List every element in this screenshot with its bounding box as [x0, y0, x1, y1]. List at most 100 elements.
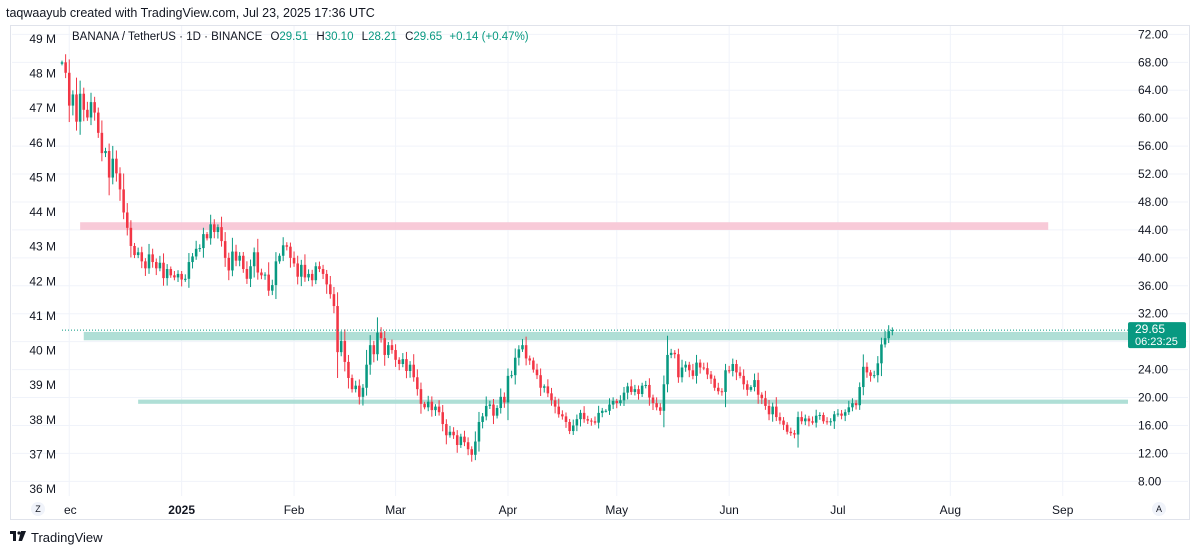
chart-frame	[10, 25, 1190, 520]
candle-body	[662, 384, 666, 411]
candle-body	[789, 431, 793, 434]
price-tag-value: 29.65	[1135, 322, 1165, 336]
candle-body	[775, 406, 778, 418]
candle-body	[640, 385, 644, 395]
time-tick-label: ec	[64, 503, 77, 517]
candle-body	[310, 273, 314, 281]
candle-body	[354, 385, 357, 390]
price-tick-label: 44.00	[1138, 223, 1168, 237]
candle-body	[140, 252, 144, 262]
candle-body	[390, 345, 394, 351]
candle-body	[793, 433, 796, 435]
time-tick-label: May	[605, 503, 628, 517]
time-tick-label: Jun	[719, 503, 738, 517]
candle-body	[234, 251, 238, 261]
candle-body	[419, 389, 423, 404]
footer-brand: TradingView	[31, 529, 103, 545]
candle-body	[151, 254, 154, 263]
log-scale-toggle-button[interactable]: Z	[31, 502, 45, 516]
candle-body	[89, 102, 93, 118]
volume-tick-label: 46 M	[29, 136, 56, 150]
price-tick-label: 56.00	[1138, 139, 1168, 153]
candle-body	[133, 245, 136, 256]
candle-body	[86, 109, 89, 118]
candle-body	[470, 449, 473, 455]
candle-body	[107, 151, 111, 178]
symbol-label: BANANA / TetherUS · 1D · BINANCE	[72, 31, 263, 43]
candle-body	[307, 273, 310, 278]
candle-body	[611, 401, 615, 405]
candle-body	[655, 403, 658, 408]
candle-body	[651, 397, 655, 404]
candle-body	[303, 264, 307, 278]
zone-support-upper	[83, 331, 1128, 341]
candle-body	[220, 227, 223, 242]
candle-body	[862, 366, 865, 388]
candle-body	[445, 424, 448, 436]
candle-body	[746, 384, 749, 390]
candle-body	[184, 278, 187, 280]
candle-body	[271, 285, 274, 291]
candle-body	[147, 254, 151, 269]
candle-body	[593, 421, 597, 423]
candle-body	[669, 352, 673, 355]
candle-body	[550, 393, 553, 401]
volume-tick-label: 48 M	[29, 67, 56, 81]
chart-legend: BANANA / TetherUS · 1D · BINANCE O29.51 …	[72, 31, 529, 43]
candle-body	[648, 384, 651, 398]
candle-body	[731, 364, 735, 371]
candle-body	[423, 403, 426, 408]
candle-body	[452, 431, 455, 436]
candle-body	[876, 363, 880, 376]
candle-body	[749, 387, 753, 390]
candle-body	[448, 431, 452, 436]
price-tick-label: 8.00	[1138, 474, 1162, 488]
candle-body	[379, 332, 383, 339]
candle-body	[289, 246, 292, 258]
candle-body	[455, 435, 459, 446]
candle-body	[416, 377, 419, 390]
candle-body	[880, 344, 883, 364]
candle-body	[778, 417, 782, 421]
candle-body	[633, 389, 637, 392]
candle-body	[238, 255, 241, 261]
candle-body	[604, 410, 608, 412]
candle-body	[252, 252, 256, 267]
candle-body	[488, 404, 492, 406]
candle-body	[503, 396, 506, 403]
candle-body	[401, 359, 405, 365]
candle-body	[702, 367, 706, 369]
candle-body	[600, 410, 604, 413]
candle-body	[111, 158, 115, 178]
price-tick-label: 12.00	[1138, 446, 1168, 460]
candle-body	[586, 419, 590, 421]
candle-body	[118, 173, 122, 190]
candle-body	[539, 375, 542, 388]
price-tick-label: 48.00	[1138, 195, 1168, 209]
candle-body	[615, 401, 619, 404]
candle-body	[883, 338, 887, 345]
candle-body	[738, 372, 742, 376]
candle-body	[872, 375, 876, 377]
candle-body	[100, 132, 104, 154]
time-tick-label: Jul	[830, 503, 845, 517]
candle-body	[169, 269, 173, 276]
candle-body	[249, 266, 252, 279]
candle-body	[840, 413, 843, 416]
volume-tick-label: 47 M	[29, 101, 56, 115]
auto-scale-toggle-button[interactable]: A	[1152, 502, 1166, 516]
candle-body	[209, 224, 212, 239]
candle-body	[213, 224, 216, 233]
candle-body	[637, 389, 640, 395]
price-tick-label: 68.00	[1138, 55, 1168, 69]
candle-body	[361, 387, 365, 397]
price-tick-label: 20.00	[1138, 391, 1168, 405]
candle-body	[847, 407, 851, 413]
candle-body	[430, 401, 434, 411]
candle-body	[394, 350, 397, 360]
candle-body	[397, 359, 401, 365]
low-label: L	[361, 31, 369, 43]
candle-body	[484, 405, 488, 417]
candle-body	[546, 386, 550, 394]
